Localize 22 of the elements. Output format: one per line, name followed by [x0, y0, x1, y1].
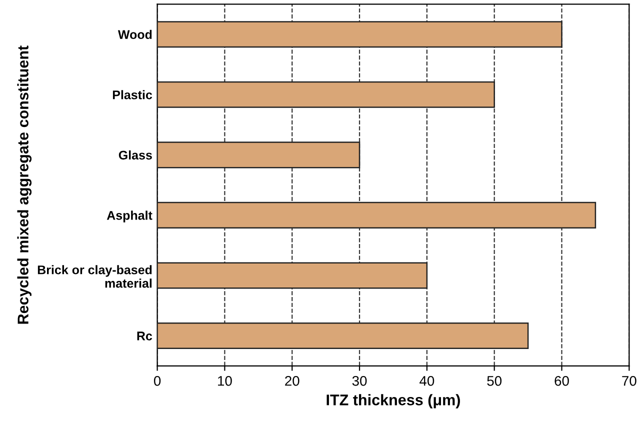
x-tick-label: 50: [487, 376, 502, 386]
bar: [157, 262, 428, 289]
x-tick-label: 40: [420, 376, 434, 386]
x-axis-title: ITZ thickness (μm): [326, 394, 460, 408]
x-tick-label: 20: [285, 376, 300, 386]
bar: [157, 81, 495, 108]
bar: [157, 142, 360, 168]
x-tick-label: 70: [622, 376, 636, 386]
y-tick-label: Brick or clay-based material: [38, 265, 152, 288]
bar: [157, 21, 562, 48]
y-axis-title: Recycled mixed aggregate constituent: [17, 46, 32, 324]
y-tick-label: Asphalt: [106, 210, 152, 222]
y-tick-label: Rc: [137, 332, 152, 340]
y-tick-label: Plastic: [112, 90, 152, 100]
bar: [157, 202, 596, 228]
x-tick-label: 10: [218, 376, 232, 386]
x-tick-label: 60: [554, 376, 569, 386]
x-tick-label: 30: [352, 376, 367, 386]
x-tick-label: 0: [154, 376, 161, 386]
y-tick-label: Wood: [118, 30, 152, 40]
y-tick-label: Glass: [118, 150, 152, 160]
bar: [157, 322, 529, 350]
